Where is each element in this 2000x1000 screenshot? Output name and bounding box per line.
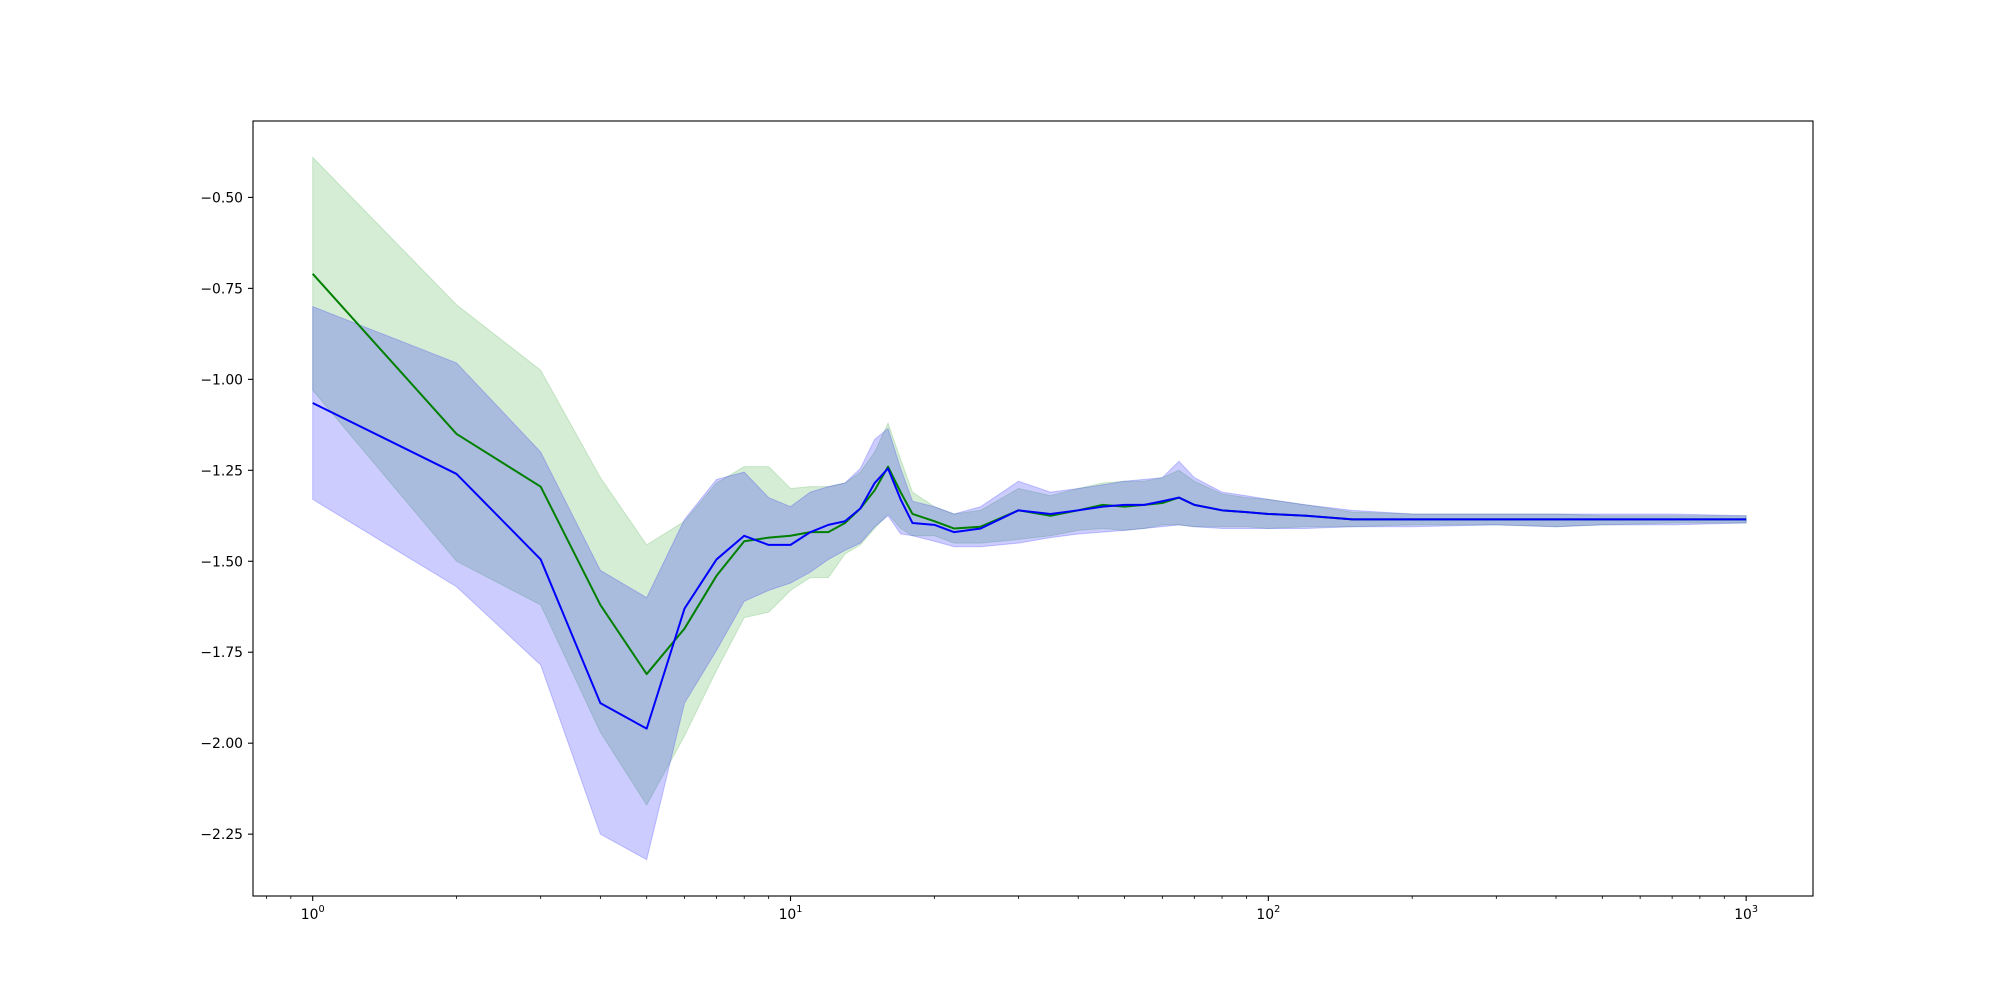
y-tick-label: −2.00	[200, 736, 243, 752]
x-tick-label: 101	[779, 904, 803, 923]
y-tick-label: −0.50	[200, 190, 243, 206]
x-tick-label: 102	[1256, 904, 1280, 923]
series-1-band	[312, 156, 1747, 807]
series-lines	[311, 273, 1747, 730]
y-axis: −0.50 −0.75 −1.00 −1.25 −1.50 −1.75 −2.00 −2.25	[200, 190, 253, 843]
plot-area-frame	[252, 120, 1814, 897]
y-tick-label: −1.25	[200, 463, 243, 479]
confidence-bands	[312, 156, 1747, 861]
y-tick-label: −2.25	[200, 827, 243, 843]
series-2-line	[312, 402, 1747, 730]
y-tick-label: −1.50	[200, 554, 243, 570]
y-tick-label: −1.00	[200, 372, 243, 388]
series-2-band	[312, 305, 1747, 861]
y-tick-label: −0.75	[200, 281, 243, 297]
x-tick-label: 103	[1734, 904, 1758, 923]
x-axis: 100 101 102 103	[265, 896, 1758, 923]
y-tick-label: −1.75	[200, 645, 243, 661]
x-tick-label: 100	[301, 904, 325, 923]
